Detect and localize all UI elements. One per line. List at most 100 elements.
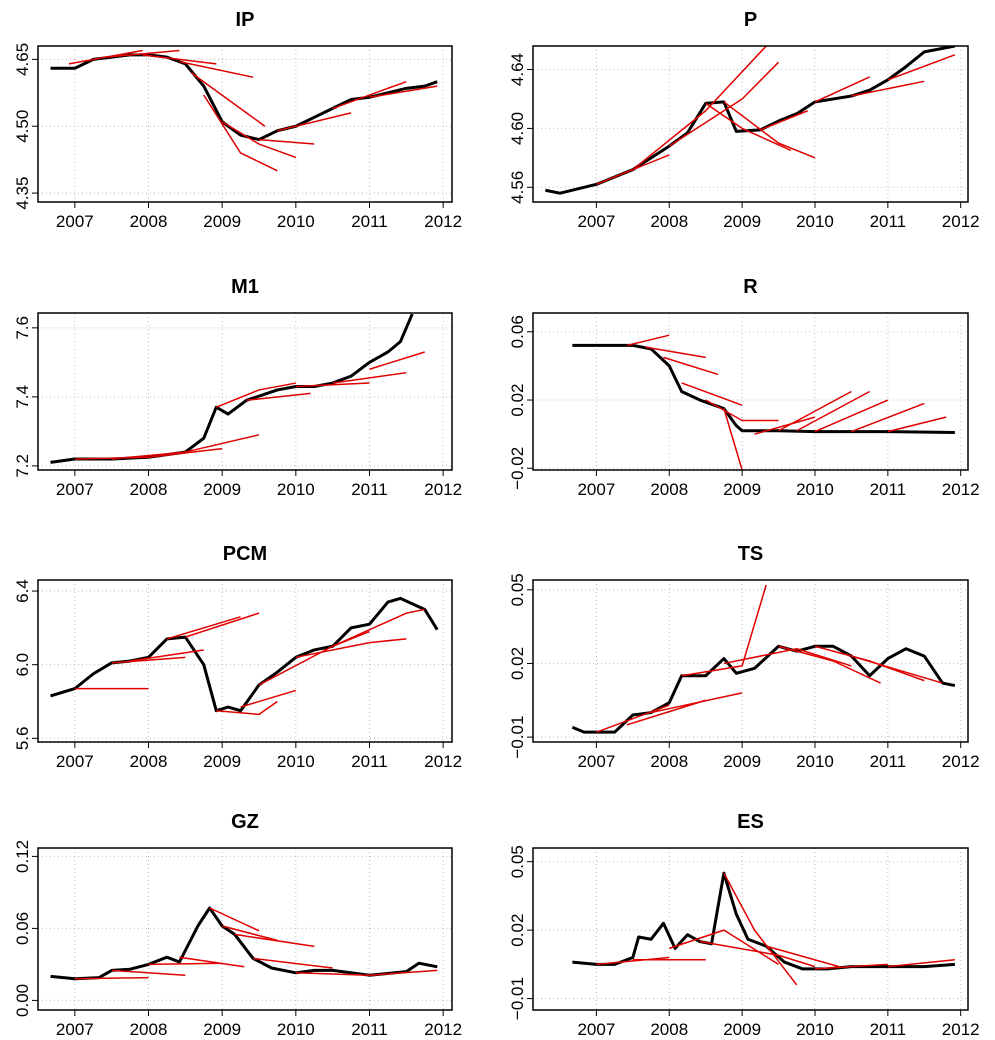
- x-tick-label: 2010: [277, 212, 315, 231]
- x-tick-label: 2007: [577, 752, 615, 771]
- series-line: [332, 608, 425, 647]
- series-line: [216, 700, 278, 716]
- series-line: [203, 94, 278, 172]
- x-tick-label: 2012: [942, 212, 980, 231]
- series-line: [111, 451, 186, 460]
- y-tick-label: 7.2: [13, 454, 32, 478]
- series-line: [68, 49, 143, 65]
- series-line: [723, 872, 798, 986]
- plot-frame: [532, 45, 969, 203]
- y-tick-label: 4.64: [508, 53, 527, 86]
- series-line: [887, 959, 955, 968]
- x-tick-label: 2012: [942, 1020, 980, 1039]
- panel: ES 2007 2008 2009 2010 2011 2012 −0.01 0.02 0.05: [508, 811, 980, 1039]
- series-line: [332, 80, 407, 110]
- x-tick-label: 2008: [130, 752, 168, 771]
- x-tick-label: 2008: [650, 212, 688, 231]
- y-tick-label: 0.00: [13, 984, 32, 1017]
- chart-title: TS: [738, 543, 764, 565]
- series-line: [129, 649, 204, 662]
- plot-area: [50, 596, 439, 716]
- y-tick-label: 6.0: [13, 653, 32, 677]
- x-tick-label: 2007: [577, 212, 615, 231]
- chart-title: M1: [231, 276, 259, 298]
- series-line: [851, 402, 925, 433]
- series-line: [572, 343, 955, 434]
- panel: P 2007 2008 2009 2010 2011 2012 4.56 4.60 4.64: [508, 9, 980, 231]
- x-tick-label: 2011: [870, 752, 907, 771]
- series-line: [179, 60, 254, 78]
- series-line: [332, 371, 407, 384]
- y-tick-label: −0.01: [508, 716, 527, 759]
- x-tick-label: 2007: [577, 1020, 615, 1039]
- x-tick-label: 2009: [203, 1020, 241, 1039]
- series-line: [668, 61, 780, 147]
- series-line: [258, 138, 315, 145]
- series-line: [571, 644, 956, 734]
- plot-area: [50, 313, 425, 464]
- y-tick-label: −0.01: [508, 977, 527, 1020]
- series-line: [596, 956, 670, 966]
- x-tick-label: 2008: [650, 1020, 688, 1039]
- series-line: [240, 689, 297, 708]
- chart-title: GZ: [231, 811, 259, 833]
- y-tick-label: 4.56: [508, 171, 527, 204]
- plot-frame: [37, 847, 453, 1011]
- series-line: [760, 110, 808, 131]
- series-line: [209, 907, 260, 932]
- plot-area: [571, 584, 956, 734]
- x-tick-label: 2011: [351, 212, 388, 231]
- series-line: [148, 447, 223, 458]
- x-tick-label: 2008: [130, 480, 168, 499]
- x-tick-label: 2010: [796, 752, 834, 771]
- plot-frame: [532, 312, 969, 471]
- series-line: [669, 929, 779, 966]
- series-line: [681, 382, 743, 406]
- x-tick-label: 2012: [424, 480, 462, 499]
- y-tick-label: 0.06: [508, 315, 527, 348]
- y-tick-label: 0.06: [13, 912, 32, 945]
- x-tick-label: 2007: [56, 752, 94, 771]
- series-line: [111, 969, 186, 976]
- series-line: [723, 647, 852, 667]
- series-line: [258, 630, 370, 686]
- x-tick-label: 2011: [870, 212, 907, 231]
- y-tick-label: 6.4: [13, 579, 32, 603]
- series-line: [179, 956, 245, 968]
- series-line: [681, 584, 767, 677]
- panel: M1 2007 2008 2009 2010 2011 2012 7.2 7.4 7.6: [13, 276, 462, 499]
- series-line: [74, 456, 149, 460]
- series-line: [253, 957, 333, 969]
- chart-title: IP: [236, 9, 255, 31]
- x-tick-label: 2009: [203, 480, 241, 499]
- series-line: [663, 356, 719, 376]
- series-line: [234, 933, 315, 948]
- y-tick-label: 0.02: [508, 914, 527, 947]
- series-line: [814, 399, 889, 433]
- series-line: [632, 46, 767, 171]
- series-line: [50, 906, 438, 981]
- series-line: [215, 382, 296, 408]
- series-line: [148, 962, 223, 966]
- series-line: [185, 612, 260, 638]
- series-line: [851, 80, 925, 97]
- series-line: [221, 925, 278, 942]
- y-tick-label: 0.05: [508, 573, 527, 606]
- x-tick-label: 2012: [424, 212, 462, 231]
- plot-area: [50, 49, 438, 172]
- x-tick-label: 2010: [277, 752, 315, 771]
- series-line: [754, 416, 816, 435]
- x-tick-label: 2009: [723, 480, 761, 499]
- series-line: [190, 72, 266, 127]
- chart-title: ES: [737, 811, 764, 833]
- chart-title: R: [743, 276, 758, 298]
- series-line: [142, 54, 217, 65]
- panel: PCM 2007 2008 2009 2010 2011 2012 5.6 6.0 6.4: [13, 543, 462, 771]
- x-tick-label: 2008: [650, 752, 688, 771]
- panel: GZ 2007 2008 2009 2010 2011 2012 0.00 0.06 0.12: [13, 811, 462, 1039]
- series-line: [778, 645, 881, 684]
- x-tick-label: 2008: [130, 212, 168, 231]
- y-tick-label: 0.05: [508, 845, 527, 878]
- series-line: [626, 699, 706, 726]
